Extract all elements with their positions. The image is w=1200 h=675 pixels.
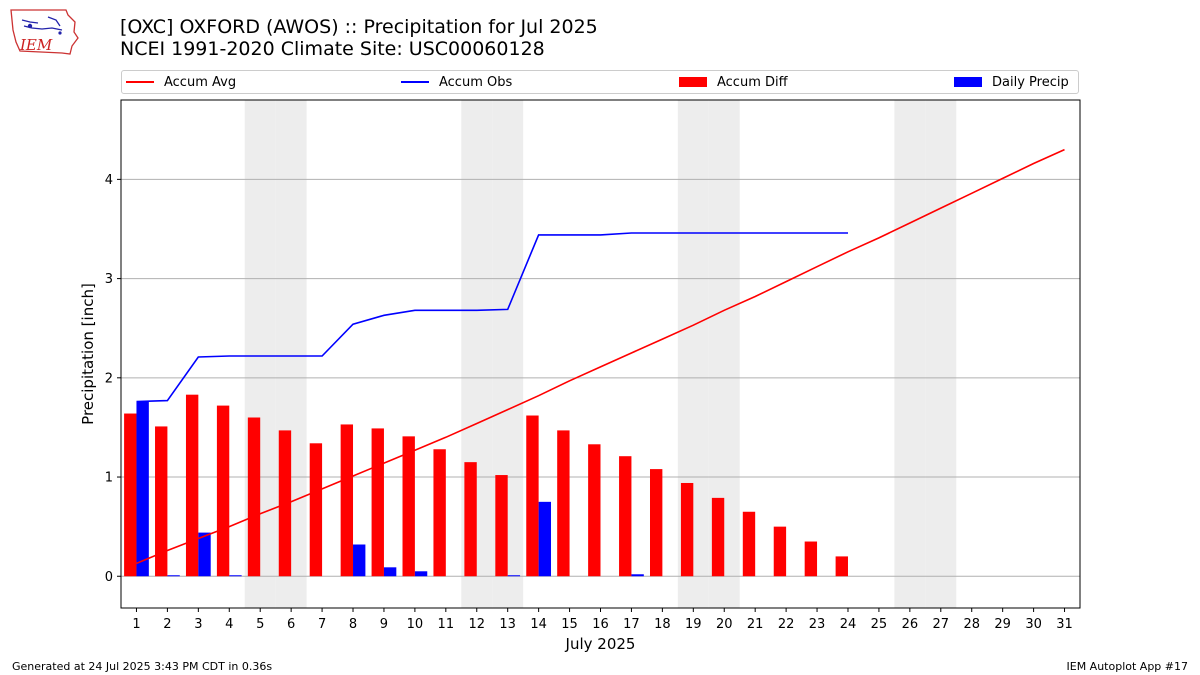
x-tick-label: 1 xyxy=(132,617,140,632)
accum-diff-bar xyxy=(557,430,570,577)
daily-precip-bar xyxy=(198,532,211,577)
legend-label-accum-obs: Accum Obs xyxy=(439,75,513,90)
x-tick-label: 26 xyxy=(902,617,919,632)
x-tick-label: 13 xyxy=(499,617,516,632)
legend-swatch-accum-avg xyxy=(126,80,154,83)
accum-diff-bar xyxy=(371,428,384,577)
x-tick-label: 20 xyxy=(716,617,733,632)
x-tick-label: 16 xyxy=(592,617,609,632)
x-tick-label: 22 xyxy=(778,617,795,632)
x-tick-label: 30 xyxy=(1025,617,1042,632)
iem-logo: IEM xyxy=(8,6,80,58)
accum-diff-bar xyxy=(340,424,354,577)
legend-item-accum-obs: Accum Obs xyxy=(401,74,512,92)
accum-diff-bar xyxy=(247,417,261,577)
accum-diff-bar xyxy=(619,456,632,577)
x-tick-label: 18 xyxy=(654,617,671,632)
legend-item-daily-precip: Daily Precip xyxy=(954,74,1069,92)
chart-legend: Accum Avg Accum Obs Accum Diff Daily Pre… xyxy=(121,70,1079,94)
accum-diff-bar xyxy=(680,482,694,577)
x-tick-label: 11 xyxy=(438,617,455,632)
accum-diff-bar xyxy=(124,413,137,577)
title-line-1: [OXC] OXFORD (AWOS) :: Precipitation for… xyxy=(120,16,598,38)
footer-app-label: IEM Autoplot App #17 xyxy=(1066,660,1189,673)
legend-swatch-daily-precip xyxy=(954,76,982,87)
weekend-shade xyxy=(925,100,957,608)
x-tick-label: 31 xyxy=(1056,617,1073,632)
x-tick-label: 21 xyxy=(747,617,764,632)
y-tick-label: 2 xyxy=(105,371,113,386)
x-tick-label: 24 xyxy=(840,617,857,632)
y-axis-label: Precipitation [inch] xyxy=(79,283,97,425)
x-tick-label: 12 xyxy=(468,617,485,632)
daily-precip-bar xyxy=(229,575,242,577)
x-tick-label: 2 xyxy=(163,617,171,632)
accum-diff-bar xyxy=(526,415,539,577)
title-line-2: NCEI 1991-2020 Climate Site: USC00060128 xyxy=(120,38,545,60)
accum-diff-bar xyxy=(185,394,199,577)
x-tick-label: 6 xyxy=(287,617,295,632)
x-tick-label: 9 xyxy=(380,617,388,632)
x-tick-label: 3 xyxy=(194,617,202,632)
accum-diff-bar xyxy=(804,541,818,577)
legend-item-accum-avg: Accum Avg xyxy=(126,74,236,92)
x-tick-label: 27 xyxy=(933,617,950,632)
footer-generated: Generated at 24 Jul 2025 3:43 PM CDT in … xyxy=(12,660,273,673)
x-tick-label: 29 xyxy=(994,617,1011,632)
accum-diff-bar xyxy=(742,511,756,577)
accum-diff-bar xyxy=(835,556,848,577)
daily-precip-bar xyxy=(414,571,428,577)
x-axis-label: July 2025 xyxy=(565,635,636,653)
accum-obs-line xyxy=(136,232,848,403)
accum-avg-line xyxy=(136,148,1065,565)
legend-label-accum-diff: Accum Diff xyxy=(717,75,788,90)
accum-diff-bar xyxy=(588,444,601,577)
daily-precip-bar xyxy=(383,567,397,577)
accum-diff-bar xyxy=(309,443,323,577)
legend-label-daily-precip: Daily Precip xyxy=(992,75,1069,90)
accum-diff-bar xyxy=(495,475,508,577)
x-tick-label: 15 xyxy=(561,617,578,632)
legend-swatch-accum-obs xyxy=(401,80,429,83)
accum-diff-bar xyxy=(464,462,477,577)
legend-swatch-accum-diff xyxy=(679,76,707,87)
chart-title: [OXC] OXFORD (AWOS) :: Precipitation for… xyxy=(120,16,598,60)
daily-precip-bar xyxy=(538,501,552,577)
x-tick-label: 28 xyxy=(963,617,980,632)
x-tick-label: 23 xyxy=(809,617,826,632)
x-tick-label: 7 xyxy=(318,617,326,632)
x-tick-label: 4 xyxy=(225,617,233,632)
daily-precip-bar xyxy=(136,401,149,577)
x-tick-label: 25 xyxy=(871,617,888,632)
iowa-map-logo-icon: IEM xyxy=(10,9,79,55)
x-tick-label: 5 xyxy=(256,617,264,632)
x-tick-label: 8 xyxy=(349,617,357,632)
accum-diff-bar xyxy=(649,469,663,577)
accum-diff-bar xyxy=(711,497,725,577)
x-tick-label: 14 xyxy=(530,617,547,632)
daily-precip-bar xyxy=(167,575,180,577)
legend-label-accum-avg: Accum Avg xyxy=(164,75,237,90)
accum-diff-bar xyxy=(155,426,168,577)
accum-diff-bar xyxy=(216,405,230,577)
y-tick-label: 1 xyxy=(105,471,113,486)
x-tick-label: 19 xyxy=(685,617,702,632)
accum-diff-bar xyxy=(433,449,446,577)
x-tick-label: 10 xyxy=(407,617,424,632)
logo-text: IEM xyxy=(19,36,53,54)
y-tick-label: 4 xyxy=(105,173,113,188)
accum-diff-bar xyxy=(402,436,415,577)
daily-precip-bar xyxy=(353,544,366,577)
accum-diff-bar xyxy=(773,526,787,577)
daily-precip-bar xyxy=(507,575,521,577)
y-tick-label: 0 xyxy=(105,570,113,585)
y-tick-label: 3 xyxy=(105,272,113,287)
legend-item-accum-diff: Accum Diff xyxy=(679,74,788,92)
daily-precip-bar xyxy=(631,574,644,577)
x-tick-label: 17 xyxy=(623,617,640,632)
weekend-shade xyxy=(894,100,926,608)
